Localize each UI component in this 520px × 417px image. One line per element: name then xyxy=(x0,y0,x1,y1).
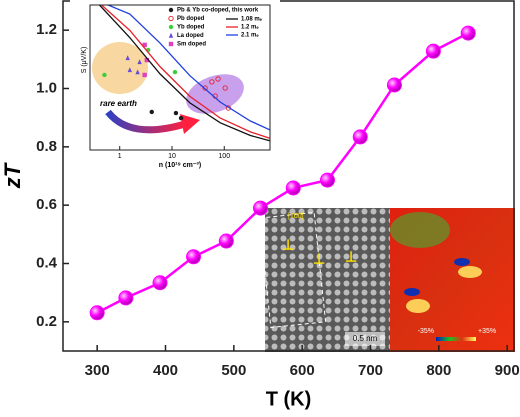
tem-image: ⊥ ⊥ ⊥ [100] 0.5 nm -35% +35% xyxy=(258,208,515,352)
x-tick-label: 900 xyxy=(495,362,520,379)
data-point xyxy=(218,233,234,249)
data-point xyxy=(386,77,402,93)
inset-frame xyxy=(89,4,271,151)
strain-region xyxy=(458,266,482,278)
inset-chart: rare earth 1 10 100 n (10¹⁹ cm⁻³) S (μV/K) Pb… xyxy=(70,0,280,172)
data-point xyxy=(252,200,268,216)
y-tick-label: 0.6 xyxy=(36,196,57,213)
data-point xyxy=(215,76,221,82)
data-point xyxy=(173,110,179,116)
color-bar-max: +35% xyxy=(478,328,496,335)
x-tick-label: 300 xyxy=(85,362,110,379)
arrow xyxy=(105,109,186,134)
scale-bar-label: 0.5 nm xyxy=(353,334,378,343)
legend-label: Yb doped xyxy=(177,25,205,31)
annotation: rare earth xyxy=(100,99,137,108)
data-point xyxy=(222,85,228,91)
dislocation-symbol: ⊥ xyxy=(313,251,325,267)
data-point xyxy=(89,305,105,321)
legend-swatch xyxy=(168,7,174,13)
y-tick-label: 1.2 xyxy=(36,21,57,38)
data-point xyxy=(149,109,154,115)
x-tick-label: 400 xyxy=(153,362,178,379)
y-tick-label: 0.2 xyxy=(36,313,57,330)
data-point xyxy=(460,25,476,41)
legend-label: Pb doped xyxy=(177,16,205,22)
data-point xyxy=(144,57,150,63)
plot-frame xyxy=(62,0,515,352)
data-point xyxy=(202,85,208,91)
x-axis-label: T (K) xyxy=(266,388,312,410)
legend-label: Pb & Yb co-doped, this work xyxy=(177,8,259,14)
hrtem-panel xyxy=(265,208,390,352)
rare-earth-region xyxy=(92,42,148,94)
dislocation-symbol: ⊥ xyxy=(282,237,294,253)
color-bar-min: -35% xyxy=(418,328,434,335)
model-curve xyxy=(99,5,270,142)
data-point xyxy=(209,79,215,85)
dislocation-symbol: ⊥ xyxy=(345,249,357,265)
x-tick-label: 800 xyxy=(426,362,451,379)
legend-label: 1.08 mₑ xyxy=(241,17,263,23)
data-point xyxy=(135,69,140,75)
data-point xyxy=(172,69,178,75)
legend-swatch xyxy=(168,15,174,22)
x-tick-label: 600 xyxy=(290,362,315,379)
scale-bar-bg xyxy=(345,332,385,346)
x-tick-label: 10 xyxy=(168,153,176,160)
x-tick-label: 500 xyxy=(221,362,246,379)
data-point xyxy=(102,72,107,78)
data-point xyxy=(352,129,368,145)
y-axis-label: S (μV/K) xyxy=(81,47,88,74)
x-tick-label: 1 xyxy=(118,153,122,160)
legend-swatch xyxy=(168,24,174,30)
data-point xyxy=(319,172,335,188)
legend-label: Sm doped xyxy=(177,42,206,48)
dislocation-core xyxy=(454,258,470,266)
legend-label: 1.2 mₑ xyxy=(241,25,259,31)
inset-plot xyxy=(99,5,270,142)
x-tick-label: 100 xyxy=(218,153,230,160)
legend-label: La doped xyxy=(177,33,204,39)
data-point xyxy=(118,290,134,306)
color-bar xyxy=(436,337,476,341)
data-point xyxy=(137,59,142,65)
y-tick-label: 0.4 xyxy=(36,254,58,271)
data-point xyxy=(125,55,130,61)
direction-label: [100] xyxy=(288,213,304,220)
strain-region xyxy=(406,299,430,313)
data-point xyxy=(127,67,133,73)
legend-label: 2.1 mₑ xyxy=(241,33,259,39)
data-point xyxy=(178,115,184,121)
data-point xyxy=(142,72,147,78)
model-curve xyxy=(107,5,270,131)
y-axis-label: zT xyxy=(0,162,25,189)
y-tick-label: 1.0 xyxy=(36,79,57,96)
model-curve xyxy=(101,5,270,139)
data-point xyxy=(285,180,301,196)
strain-region xyxy=(390,212,450,248)
data-point xyxy=(152,275,168,291)
data-point xyxy=(425,43,441,59)
data-point xyxy=(186,249,202,265)
x-axis-label: n (10¹⁹ cm⁻³) xyxy=(159,162,201,169)
x-tick-label: 700 xyxy=(358,362,383,379)
dashed-box xyxy=(258,211,327,329)
data-point xyxy=(142,42,147,48)
arrow-head xyxy=(180,114,200,134)
y-tick-label: 0.8 xyxy=(36,138,57,155)
legend-swatch xyxy=(168,41,174,47)
dislocation-core xyxy=(404,288,420,296)
legend-swatch xyxy=(168,32,174,38)
